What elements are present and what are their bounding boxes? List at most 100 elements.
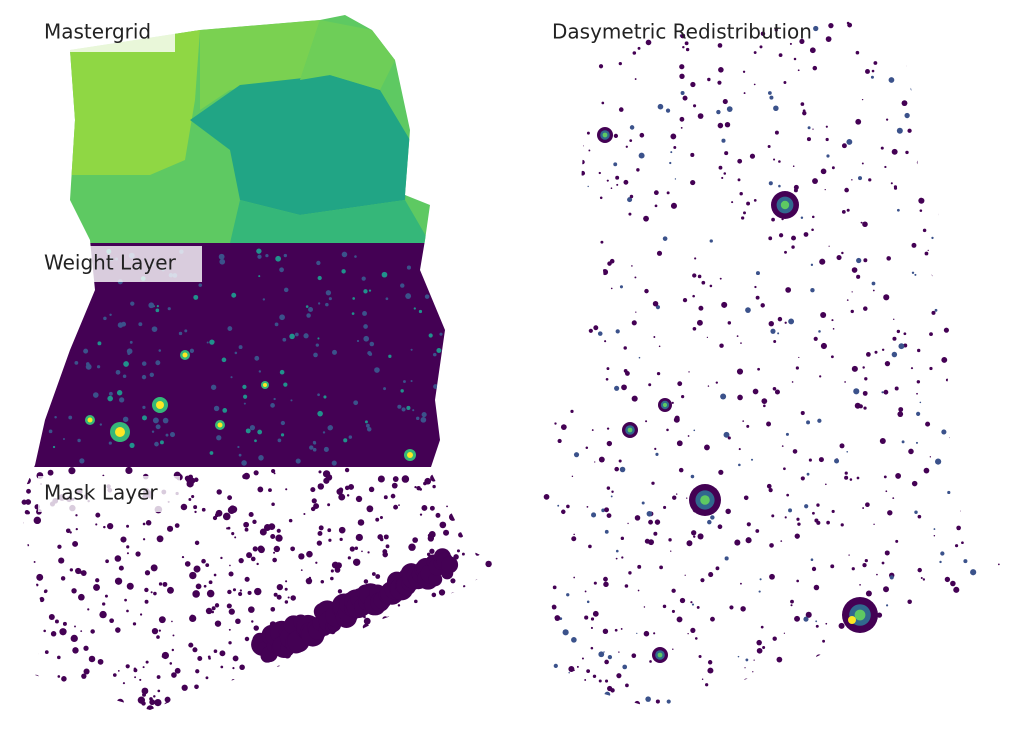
settlement	[896, 208, 900, 212]
settlement	[643, 215, 649, 222]
settlement	[605, 377, 609, 381]
settlement	[423, 481, 427, 486]
settlement	[531, 591, 535, 595]
settlement	[995, 107, 999, 111]
settlement	[80, 630, 83, 632]
settlement	[846, 21, 850, 25]
settlement	[32, 588, 37, 593]
settlement	[317, 483, 325, 490]
settlement	[616, 673, 622, 679]
settlement	[606, 179, 609, 182]
settlement	[621, 556, 624, 559]
settlement	[202, 705, 205, 708]
settlement	[48, 429, 53, 434]
settlement	[849, 639, 852, 642]
settlement	[984, 401, 987, 404]
settlement	[108, 441, 112, 445]
settlement	[604, 340, 607, 343]
settlement	[362, 623, 370, 631]
settlement	[922, 73, 928, 79]
settlement	[241, 460, 247, 466]
settlement	[753, 659, 755, 661]
settlement	[760, 31, 766, 36]
settlement	[770, 328, 776, 334]
settlement	[228, 628, 231, 631]
settlement	[491, 656, 494, 659]
settlement	[167, 586, 174, 594]
settlement	[295, 458, 301, 464]
settlement	[625, 145, 628, 148]
settlement	[604, 691, 611, 698]
settlement	[256, 248, 262, 254]
settlement	[864, 692, 866, 695]
settlement	[432, 274, 437, 279]
settlement	[717, 122, 724, 129]
settlement	[964, 616, 968, 620]
settlement	[898, 343, 905, 350]
settlement	[722, 99, 728, 105]
settlement	[110, 619, 113, 622]
settlement	[874, 350, 878, 354]
settlement	[769, 95, 774, 100]
settlement	[1002, 374, 1009, 381]
settlement	[657, 103, 664, 110]
settlement	[231, 532, 235, 536]
settlement	[472, 515, 476, 519]
settlement	[719, 277, 722, 280]
settlement	[416, 699, 419, 702]
settlement	[813, 25, 819, 32]
settlement	[950, 644, 956, 650]
settlement	[929, 332, 933, 337]
settlement	[265, 253, 269, 258]
settlement	[734, 539, 741, 546]
settlement	[279, 267, 284, 273]
settlement	[904, 112, 910, 119]
settlement	[779, 703, 785, 708]
settlement	[986, 466, 991, 471]
settlement	[644, 288, 649, 294]
settlement	[439, 332, 443, 336]
settlement	[378, 640, 385, 647]
settlement	[854, 609, 866, 621]
settlement	[859, 583, 861, 586]
settlement	[221, 357, 227, 363]
settlement	[33, 516, 42, 525]
settlement	[737, 655, 740, 658]
settlement	[825, 666, 828, 669]
settlement	[718, 66, 724, 73]
settlement	[330, 576, 334, 581]
settlement	[883, 475, 887, 479]
settlement	[668, 538, 672, 542]
settlement	[327, 425, 334, 431]
settlement	[141, 415, 147, 421]
settlement	[557, 438, 562, 444]
settlement	[629, 139, 633, 142]
settlement	[228, 571, 234, 577]
settlement	[39, 689, 45, 695]
settlement	[995, 195, 1000, 200]
settlement	[604, 529, 609, 534]
settlement	[275, 255, 282, 262]
settlement	[623, 179, 629, 185]
settlement	[545, 443, 549, 446]
settlement	[931, 236, 934, 240]
settlement	[895, 539, 899, 543]
settlement	[658, 345, 661, 348]
settlement	[230, 705, 238, 710]
settlement	[213, 405, 220, 412]
settlement	[910, 87, 914, 91]
settlement	[391, 482, 398, 489]
settlement	[456, 549, 460, 553]
settlement	[413, 651, 420, 658]
settlement	[679, 597, 686, 604]
settlement	[338, 526, 346, 534]
settlement	[139, 613, 143, 616]
settlement	[62, 695, 71, 704]
settlement	[227, 326, 233, 331]
settlement	[818, 457, 824, 463]
settlement	[690, 81, 696, 88]
settlement	[673, 416, 680, 423]
settlement	[717, 80, 722, 85]
settlement	[209, 451, 214, 455]
settlement	[388, 354, 392, 358]
